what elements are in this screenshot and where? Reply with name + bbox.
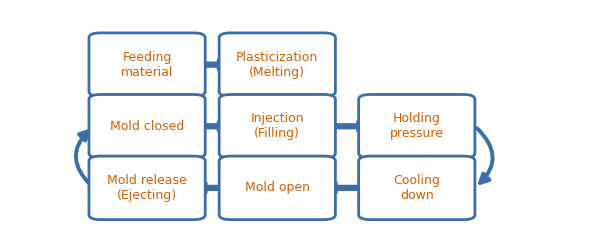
Text: Mold release
(Ejecting): Mold release (Ejecting) [107, 174, 187, 202]
FancyBboxPatch shape [89, 156, 205, 220]
FancyBboxPatch shape [89, 94, 205, 158]
FancyBboxPatch shape [219, 156, 335, 220]
FancyBboxPatch shape [359, 94, 475, 158]
Text: Feeding
material: Feeding material [121, 51, 173, 79]
Text: Mold open: Mold open [245, 181, 310, 194]
FancyBboxPatch shape [89, 33, 205, 96]
FancyBboxPatch shape [219, 94, 335, 158]
FancyBboxPatch shape [359, 156, 475, 220]
Text: Holding
pressure: Holding pressure [390, 112, 444, 140]
FancyBboxPatch shape [219, 33, 335, 96]
Text: Cooling
down: Cooling down [394, 174, 440, 202]
Text: Plasticization
(Melting): Plasticization (Melting) [236, 51, 319, 79]
Text: Mold closed: Mold closed [110, 120, 184, 133]
Text: Injection
(Filling): Injection (Filling) [250, 112, 304, 140]
